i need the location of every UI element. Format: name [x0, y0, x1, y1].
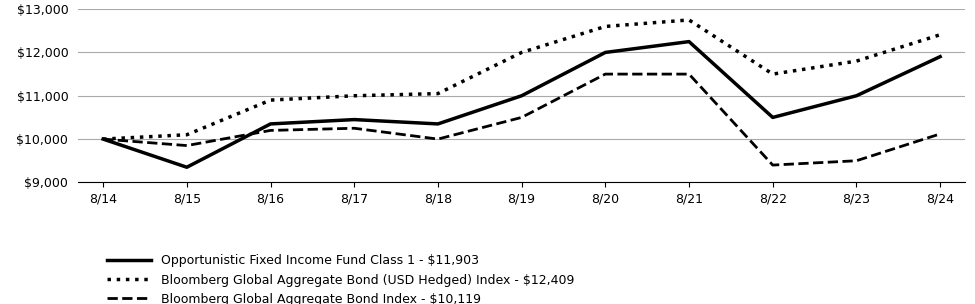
Legend: Opportunistic Fixed Income Fund Class 1 - $11,903, Bloomberg Global Aggregate Bo: Opportunistic Fixed Income Fund Class 1 …	[102, 249, 579, 304]
